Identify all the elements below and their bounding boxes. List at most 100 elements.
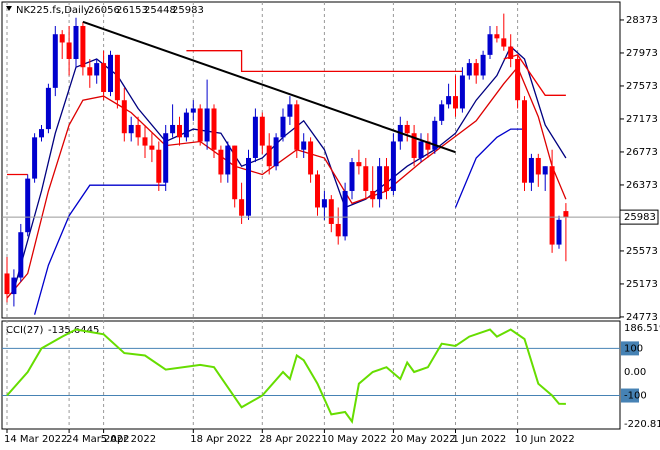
candle-body	[328, 199, 334, 224]
candle-body	[101, 63, 107, 92]
candle-body	[4, 273, 10, 295]
y-tick-label: 26773	[626, 147, 658, 158]
candle-body	[197, 108, 203, 142]
candle-body	[494, 34, 500, 39]
candle-body	[177, 124, 182, 138]
y-tick-label: 28373	[626, 15, 658, 26]
level-box	[621, 341, 639, 356]
x-tick-label: 24 Mar 2022	[66, 434, 129, 445]
x-tick-label: 18 Apr 2022	[190, 434, 252, 445]
candle-body	[259, 116, 265, 146]
candle-body	[522, 100, 527, 183]
candle-body	[432, 120, 438, 150]
candle-body	[542, 166, 548, 175]
cci-line	[6, 328, 566, 424]
candle-body	[549, 166, 555, 245]
y-tick-label: 27573	[626, 81, 658, 92]
candle-body	[59, 34, 65, 43]
candle-body	[535, 157, 541, 175]
y-tick-label: 27173	[626, 114, 658, 125]
candle-body	[11, 277, 17, 295]
candle-body	[459, 75, 465, 109]
y-tick-label: 27973	[626, 48, 658, 59]
candle-body	[508, 46, 514, 59]
cci-panel	[1, 320, 621, 430]
candle-body	[232, 145, 238, 200]
candle-body	[515, 58, 521, 101]
candle-body	[356, 162, 362, 167]
candle-body	[453, 96, 458, 109]
candle-body	[170, 124, 176, 134]
candle-body	[114, 54, 120, 101]
candle-body	[377, 166, 383, 200]
candle-body	[149, 145, 155, 150]
candle-body	[183, 112, 189, 138]
y-tick-label: 26373	[626, 180, 658, 191]
candle-body	[315, 174, 320, 208]
x-tick-label: 5 Apr 2022	[101, 434, 156, 445]
level-box	[621, 388, 639, 403]
candle-body	[335, 223, 341, 237]
candle-body	[446, 96, 452, 105]
candle-body	[121, 100, 127, 134]
candle-body	[404, 124, 410, 134]
y-tick-label: 25173	[626, 279, 658, 290]
candle-body	[418, 141, 424, 158]
x-tick-label: 1 Jun 2022	[453, 434, 507, 445]
candle-body	[94, 63, 100, 76]
candle-body	[80, 25, 86, 68]
price-box	[619, 209, 659, 225]
price-label: 25983	[624, 212, 656, 223]
candle-body	[18, 232, 24, 278]
candle-body	[390, 141, 396, 191]
candle-body	[273, 137, 279, 167]
candle-body	[246, 157, 251, 216]
candle-body	[128, 124, 134, 134]
y-tick-label: 25573	[626, 246, 658, 257]
candle-body	[363, 166, 369, 191]
candle-body	[32, 137, 38, 179]
menu-triangle	[6, 6, 12, 11]
candle-body	[384, 166, 389, 191]
x-tick-label: 10 May 2022	[321, 434, 386, 445]
candle-body	[466, 63, 472, 76]
candle-body	[218, 149, 224, 175]
candle-body	[25, 178, 31, 233]
candle-body	[239, 199, 245, 216]
candle-body	[142, 137, 148, 146]
candle-body	[487, 34, 493, 55]
price-panel	[1, 1, 621, 319]
candle-body	[528, 157, 534, 183]
candle-body	[211, 108, 217, 150]
candle-body	[156, 149, 162, 183]
candle-body	[370, 190, 376, 200]
indicator-line	[13, 45, 567, 291]
x-tick-label: 28 Apr 2022	[259, 434, 321, 445]
y-tick-label: 24773	[626, 312, 658, 323]
candle-body	[501, 38, 507, 47]
high-label: 26153	[116, 5, 148, 16]
trendline	[82, 20, 456, 154]
candle-body	[252, 116, 258, 158]
candle-body	[280, 116, 286, 138]
cci-title: CCI(27)	[6, 325, 44, 336]
candle-body	[225, 145, 231, 175]
y-min-label: -220.811	[624, 419, 660, 430]
indicator-line	[33, 128, 525, 315]
candle-body	[45, 87, 51, 130]
candle-body	[473, 63, 479, 76]
candle-body	[342, 190, 348, 237]
candle-body	[411, 133, 417, 158]
x-tick-label: 14 Mar 2022	[4, 434, 67, 445]
y-tick-label: 100	[624, 343, 643, 354]
candle-body	[39, 129, 44, 138]
close-label: 25983	[172, 5, 204, 16]
candle-body	[425, 141, 431, 150]
candle-body	[204, 108, 210, 142]
candle-body	[135, 124, 141, 138]
y-tick-label: -100	[624, 391, 647, 402]
low-label: 25448	[144, 5, 176, 16]
candle-body	[287, 104, 293, 117]
candle-body	[190, 108, 196, 113]
